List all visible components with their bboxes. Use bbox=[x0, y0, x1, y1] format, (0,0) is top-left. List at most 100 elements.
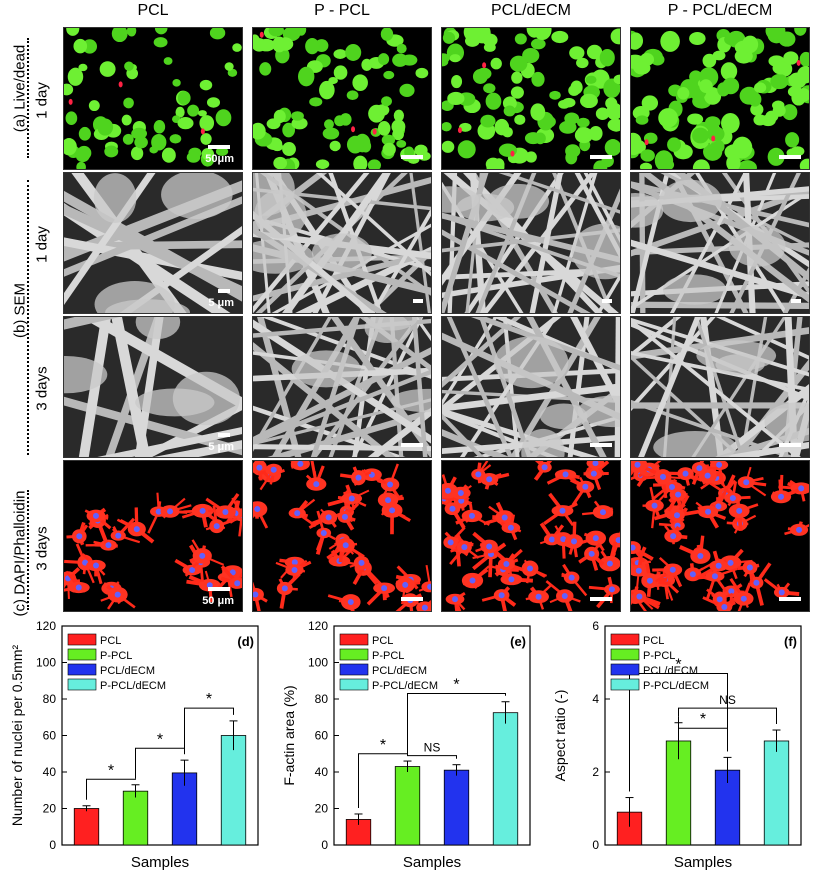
significance-label: * bbox=[157, 731, 163, 748]
micrograph-dapi-0: 50 μm bbox=[63, 460, 243, 612]
y-tick-label: 6 bbox=[592, 619, 599, 633]
significance-label: * bbox=[700, 711, 706, 728]
micrograph-sem-1-1 bbox=[252, 172, 432, 314]
significance-label: NS bbox=[719, 693, 736, 707]
micrograph-sem-3-0: 5 μm bbox=[63, 316, 243, 458]
legend-label: P-PCL bbox=[100, 650, 132, 662]
x-axis-label: Samples bbox=[403, 854, 461, 871]
chart-factin-area: 0 20 40 60 80 100 120 F-actin area (%) Samples (e… bbox=[281, 619, 531, 871]
bar-P-PCL/dECM bbox=[492, 712, 519, 846]
row-label-sem: (b) SEM bbox=[11, 283, 29, 339]
x-axis-label: Samples bbox=[674, 854, 732, 871]
scale-bar bbox=[602, 299, 612, 303]
legend-swatch bbox=[339, 663, 369, 676]
legend-label: PCL bbox=[100, 635, 121, 647]
y-tick-label: 60 bbox=[315, 729, 329, 743]
scale-bar bbox=[590, 443, 612, 447]
significance-bracket bbox=[184, 707, 234, 755]
legend-swatch bbox=[610, 663, 640, 676]
y-tick-label: 80 bbox=[315, 692, 329, 706]
micrograph-sem-3-2 bbox=[441, 316, 621, 458]
y-axis-label: Aspect ratio (-) bbox=[552, 690, 568, 782]
time-label-sem-3: 3 days bbox=[33, 366, 51, 411]
y-tick-label: 60 bbox=[43, 729, 57, 743]
scale-bar bbox=[208, 587, 230, 591]
bar-PCL/dECM bbox=[443, 769, 470, 846]
chart-nuclei-count: 0 20 40 60 80 100 120 Number of nuclei per 0.5m… bbox=[9, 619, 259, 871]
column-title-pcl-decm: PCL/dECM bbox=[490, 2, 572, 19]
micrograph-dapi-3 bbox=[630, 460, 810, 612]
scale-bar bbox=[779, 443, 801, 447]
time-label-sem-1: 1 day bbox=[33, 226, 51, 263]
chart-aspect-ratio: 0 2 4 6 Aspect ratio (-) Samples (f) * NS * PCL P-P… bbox=[552, 619, 802, 871]
legend-swatch bbox=[67, 648, 97, 661]
row-divider-live-dead bbox=[27, 38, 29, 158]
panel-label: (e) bbox=[510, 634, 526, 649]
legend-swatch bbox=[339, 678, 369, 691]
legend-label: P-PCL/dECM bbox=[100, 680, 166, 692]
significance-bracket bbox=[407, 755, 457, 759]
significance-bracket bbox=[629, 672, 728, 792]
scale-bar bbox=[218, 289, 230, 293]
panel-label: (d) bbox=[237, 634, 254, 649]
legend-label: P-PCL bbox=[372, 650, 404, 662]
bar-P-PCL bbox=[394, 766, 421, 846]
scale-bar bbox=[218, 433, 230, 437]
micrograph-live-dead-2 bbox=[441, 27, 621, 170]
y-tick-label: 20 bbox=[315, 802, 329, 816]
micrograph-sem-3-1 bbox=[252, 316, 432, 458]
panel-label: (f) bbox=[784, 634, 797, 649]
scale-bar bbox=[208, 145, 230, 149]
legend-swatch bbox=[610, 648, 640, 661]
legend-swatch bbox=[339, 633, 369, 646]
significance-bracket bbox=[407, 693, 506, 756]
significance-label: * bbox=[206, 691, 212, 708]
legend-label: P-PCL bbox=[643, 650, 675, 662]
significance-bracket bbox=[86, 778, 136, 800]
time-label-dapi: 3 days bbox=[33, 526, 51, 571]
scale-bar bbox=[401, 597, 423, 601]
legend-label: PCL bbox=[643, 635, 664, 647]
y-axis-label: Number of nuclei per 0.5mm² bbox=[9, 645, 25, 827]
scale-bar bbox=[779, 155, 801, 159]
y-tick-label: 120 bbox=[36, 619, 56, 633]
y-tick-label: 100 bbox=[36, 656, 56, 670]
row-label-live-dead: (a) Live/dead bbox=[11, 44, 29, 133]
legend-swatch bbox=[339, 648, 369, 661]
legend-swatch bbox=[67, 678, 97, 691]
y-tick-label: 40 bbox=[43, 765, 57, 779]
scale-bar bbox=[590, 597, 612, 601]
scale-bar bbox=[413, 299, 423, 303]
y-tick-label: 100 bbox=[308, 656, 328, 670]
x-axis-label: Samples bbox=[131, 854, 189, 871]
legend-swatch bbox=[610, 678, 640, 691]
scale-label: 5 μm bbox=[208, 441, 234, 453]
y-axis-label: F-actin area (%) bbox=[281, 685, 297, 785]
scale-label: 5 μm bbox=[208, 297, 234, 309]
micrograph-sem-1-3 bbox=[630, 172, 810, 314]
legend-label: PCL/dECM bbox=[643, 665, 698, 677]
scale-bar bbox=[779, 597, 801, 601]
micrograph-live-dead-0: 50μm bbox=[63, 27, 243, 170]
significance-bracket bbox=[678, 707, 777, 725]
bar-P-PCL/dECM bbox=[220, 735, 247, 846]
significance-label: NS bbox=[424, 741, 441, 755]
legend-swatch bbox=[610, 633, 640, 646]
y-tick-label: 80 bbox=[43, 692, 57, 706]
scale-bar bbox=[791, 299, 801, 303]
y-tick-label: 0 bbox=[321, 838, 328, 852]
legend-swatch bbox=[67, 663, 97, 676]
y-tick-label: 0 bbox=[49, 838, 56, 852]
y-tick-label: 120 bbox=[308, 619, 328, 633]
row-divider-sem bbox=[27, 180, 29, 455]
legend-label: PCL bbox=[372, 635, 393, 647]
row-label-dapi: (c) DAPI/Phalloidin bbox=[11, 490, 29, 617]
row-divider-dapi bbox=[27, 490, 29, 610]
column-title-p-pcl-decm: P - PCL/dECM bbox=[667, 2, 773, 19]
y-tick-label: 20 bbox=[43, 802, 57, 816]
scale-bar bbox=[590, 155, 612, 159]
micrograph-sem-1-0: 5 μm bbox=[63, 172, 243, 314]
legend-label: PCL/dECM bbox=[100, 665, 155, 677]
micrograph-sem-1-2 bbox=[441, 172, 621, 314]
legend-label: P-PCL/dECM bbox=[372, 680, 438, 692]
